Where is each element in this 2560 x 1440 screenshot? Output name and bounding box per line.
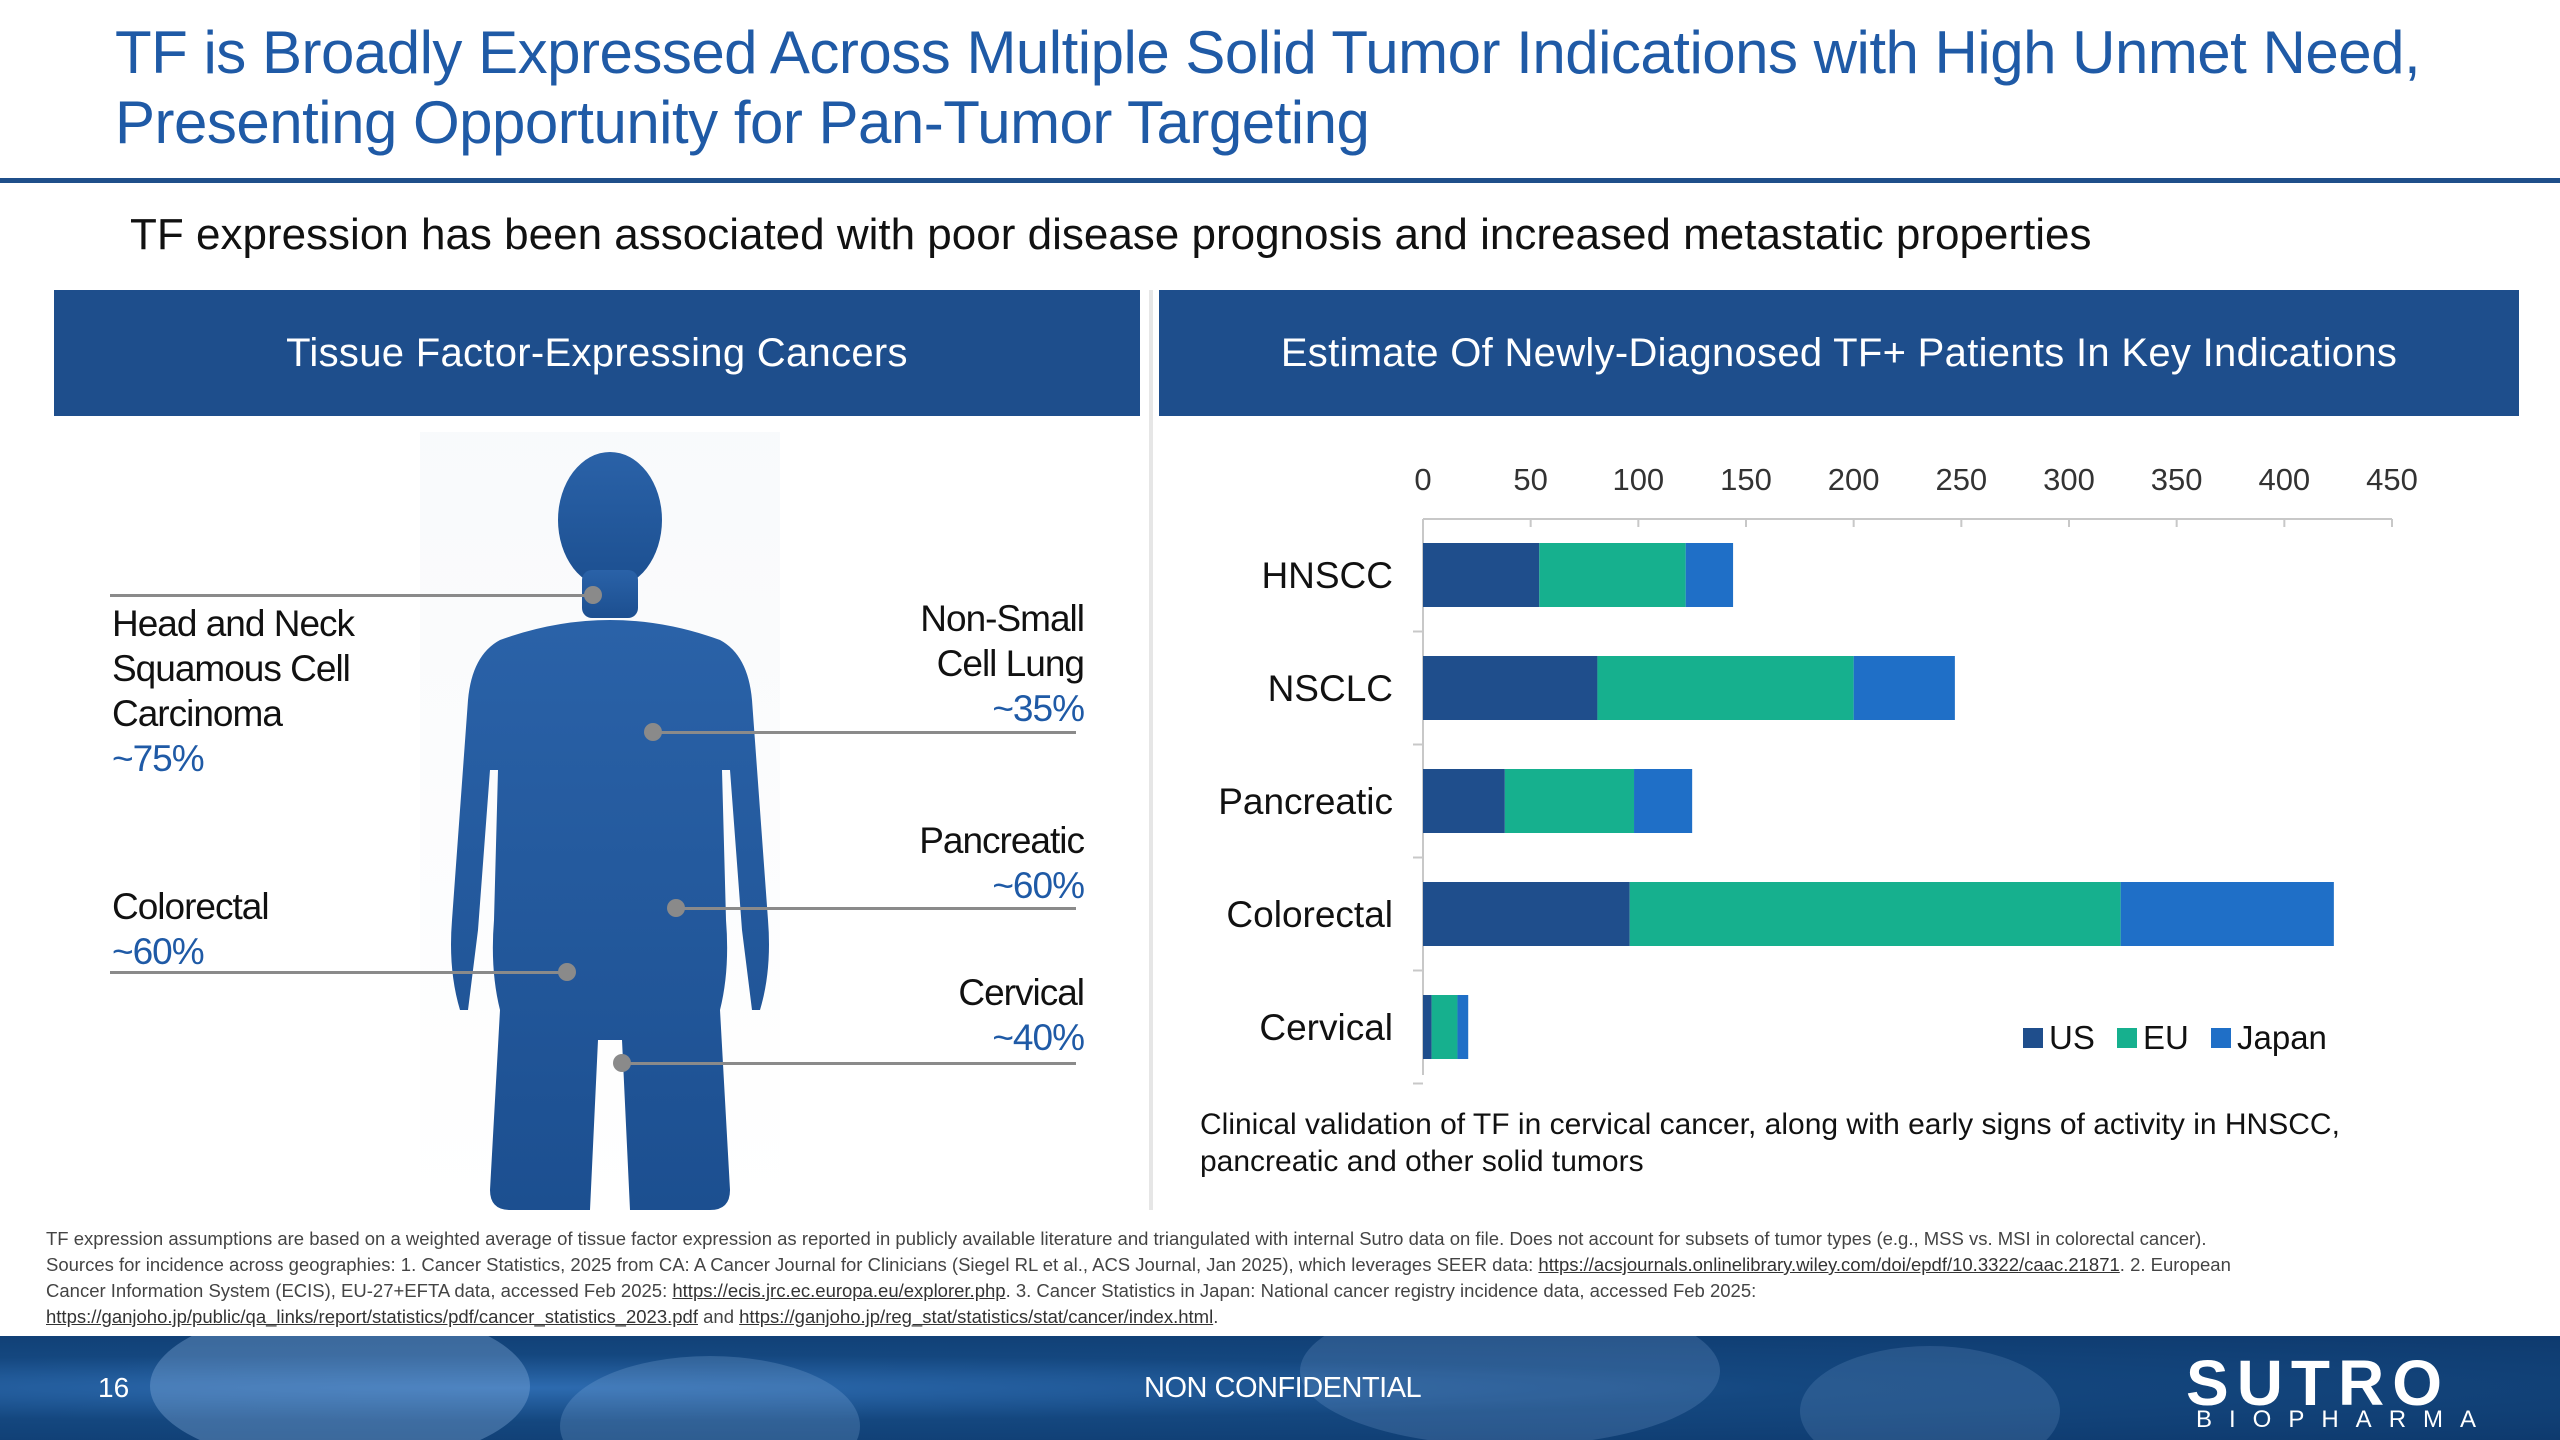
nsclc-leader-line: [652, 731, 1076, 734]
x-tick-label: 0: [1414, 462, 1431, 497]
pancreatic-label: Pancreatic ~60%: [780, 818, 1085, 908]
legend-label-eu: EU: [2143, 1019, 2189, 1056]
bar-hnscc-eu: [1539, 543, 1686, 607]
cervical-leader-line: [621, 1062, 1076, 1065]
x-tick-label: 250: [1935, 462, 1987, 497]
legend-label-us: US: [2049, 1019, 2095, 1056]
cervical-label-line-1: Cervical: [958, 972, 1085, 1013]
acs-journal-link[interactable]: https://acsjournals.onlinelibrary.wiley.…: [1538, 1254, 2120, 1275]
footnote-line-3-text: Cancer Information System (ECIS), EU-27+…: [46, 1280, 673, 1301]
hnscc-marker-dot: [584, 586, 602, 604]
cervical-label: Cervical ~40%: [780, 970, 1085, 1060]
colorectal-label-line-1: Colorectal: [112, 886, 270, 927]
bar-nsclc-us: [1423, 656, 1598, 720]
ganjoho-index-link[interactable]: https://ganjoho.jp/reg_stat/statistics/s…: [739, 1306, 1214, 1327]
legend-swatch-japan: [2211, 1028, 2231, 1048]
bar-cervical-us: [1423, 995, 1432, 1059]
colorectal-percentage: ~60%: [112, 931, 205, 972]
bar-pancreatic-japan: [1634, 769, 1693, 833]
legend-swatch-eu: [2117, 1028, 2137, 1048]
pancreatic-percentage: ~60%: [992, 865, 1085, 906]
hnscc-label-line-2: Squamous Cell: [112, 648, 351, 689]
footnote-line-4: https://ganjoho.jp/public/qa_links/repor…: [46, 1304, 2516, 1330]
footer-cell-pattern: [1300, 1336, 1720, 1440]
x-tick-label: 300: [2043, 462, 2095, 497]
hnscc-label: Head and Neck Squamous Cell Carcinoma ~7…: [112, 601, 355, 781]
x-tick-label: 450: [2366, 462, 2418, 497]
page-number: 16: [98, 1372, 130, 1403]
hnscc-label-line-1: Head and Neck: [112, 603, 355, 644]
colorectal-marker-dot: [558, 963, 576, 981]
category-label: HNSCC: [1261, 555, 1393, 596]
legend-swatch-us: [2023, 1028, 2043, 1048]
footnote-line-1: TF expression assumptions are based on a…: [46, 1228, 2207, 1249]
footer-cell-pattern: [1800, 1346, 2060, 1440]
hnscc-leader-line: [110, 594, 592, 597]
footnote-line-3-end: . 3. Cancer Statistics in Japan: Nationa…: [1005, 1280, 1757, 1301]
footnote-line-2-text: Sources for incidence across geographies…: [46, 1254, 1539, 1275]
footnote-line-2-end: . 2. European: [2119, 1254, 2231, 1275]
category-label: NSCLC: [1268, 668, 1393, 709]
slide-title: TF is Broadly Expressed Across Multiple …: [115, 19, 2421, 156]
left-panel-header: Tissue Factor-Expressing Cancers: [54, 290, 1140, 416]
pancreatic-marker-dot: [667, 899, 685, 917]
panel-divider: [1149, 290, 1153, 1210]
sutro-logo-subtext: BIOPHARMA: [2196, 1406, 2494, 1433]
x-tick-label: 200: [1828, 462, 1880, 497]
colorectal-leader-line: [110, 971, 566, 974]
pancreatic-leader-line: [675, 907, 1076, 910]
chart-note: Clinical validation of TF in cervical ca…: [1200, 1108, 2340, 1178]
bar-colorectal-japan: [2120, 882, 2334, 946]
footer-cell-pattern: [150, 1336, 530, 1440]
confidentiality-label: NON CONFIDENTIAL: [1144, 1372, 1422, 1404]
footnote-line-2: Sources for incidence across geographies…: [46, 1252, 2516, 1278]
nsclc-label: Non-Small Cell Lung ~35%: [780, 596, 1085, 731]
legend-label-japan: Japan: [2237, 1019, 2327, 1056]
x-tick-label: 350: [2151, 462, 2203, 497]
bar-cervical-eu: [1431, 995, 1458, 1059]
footnote: TF expression assumptions are based on a…: [46, 1226, 2516, 1330]
bar-cervical-japan: [1457, 995, 1469, 1059]
tf-patients-stacked-bar-chart: 0 50 100 150 200 250 300 350 400 450 HNSCC NSCLC Pan…: [1218, 462, 2418, 1085]
cervical-marker-dot: [613, 1054, 631, 1072]
pancreatic-label-line-1: Pancreatic: [919, 820, 1085, 861]
ganjoho-pdf-link[interactable]: https://ganjoho.jp/public/qa_links/repor…: [46, 1306, 698, 1327]
bar-colorectal-eu: [1629, 882, 2121, 946]
bar-nsclc-eu: [1597, 656, 1854, 720]
x-tick-label: 150: [1720, 462, 1772, 497]
human-body-icon: [451, 452, 769, 1210]
bar-colorectal-us: [1423, 882, 1630, 946]
footnote-line-3: Cancer Information System (ECIS), EU-27+…: [46, 1278, 2516, 1304]
hnscc-percentage: ~75%: [112, 738, 205, 779]
bar-hnscc-japan: [1685, 543, 1734, 607]
hnscc-label-line-3: Carcinoma: [112, 693, 283, 734]
cervical-percentage: ~40%: [992, 1017, 1085, 1058]
nsclc-label-line-1: Non-Small: [920, 598, 1085, 639]
bar-nsclc-japan: [1853, 656, 1955, 720]
nsclc-marker-dot: [644, 723, 662, 741]
ecis-link[interactable]: https://ecis.jrc.ec.europa.eu/explorer.p…: [672, 1280, 1006, 1301]
category-label: Colorectal: [1226, 894, 1393, 935]
nsclc-percentage: ~35%: [992, 688, 1085, 729]
bar-pancreatic-eu: [1504, 769, 1635, 833]
category-label: Pancreatic: [1218, 781, 1393, 822]
bar-hnscc-us: [1423, 543, 1540, 607]
colorectal-label: Colorectal ~60%: [112, 884, 270, 974]
sutro-logo-wordmark: SUTRO: [2186, 1347, 2450, 1419]
x-tick-label: 50: [1513, 462, 1547, 497]
footnote-end: .: [1213, 1306, 1219, 1327]
x-tick-label: 400: [2258, 462, 2310, 497]
title-divider: [0, 178, 2560, 183]
category-label: Cervical: [1259, 1007, 1393, 1048]
footer-cell-pattern: [560, 1356, 860, 1440]
footnote-and: and: [697, 1306, 740, 1327]
x-tick-label: 100: [1612, 462, 1664, 497]
nsclc-label-line-2: Cell Lung: [936, 643, 1085, 684]
right-panel-header: Estimate Of Newly-Diagnosed TF+ Patients…: [1159, 290, 2519, 416]
slide-subtitle: TF expression has been associated with p…: [130, 210, 2092, 259]
footer-bar: 16 NON CONFIDENTIAL SUTRO BIOPHARMA: [0, 1336, 2560, 1440]
bar-pancreatic-us: [1423, 769, 1505, 833]
